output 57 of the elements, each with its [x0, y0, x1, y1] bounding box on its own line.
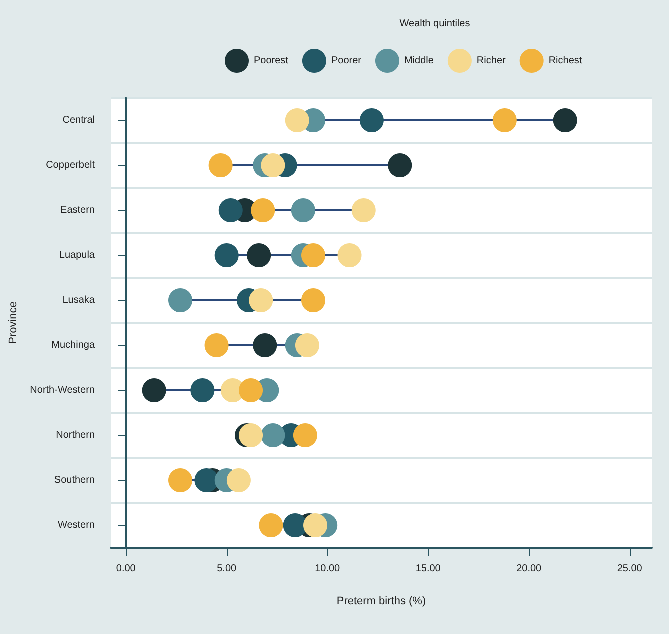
point — [142, 378, 166, 402]
y-tick-label: Western — [58, 520, 95, 531]
y-tick-label: Copperbelt — [46, 160, 96, 171]
point — [338, 244, 362, 268]
point — [249, 288, 274, 312]
legend-label: Poorest — [254, 56, 289, 66]
point — [226, 468, 251, 492]
point — [239, 378, 264, 402]
point — [302, 244, 326, 268]
y-tick-label: Lusaka — [62, 295, 96, 306]
x-axis-title: Preterm births (%) — [336, 596, 426, 608]
x-tick-label: 10.00 — [315, 564, 341, 574]
y-tick-label: Southern — [54, 475, 95, 486]
point — [190, 378, 215, 402]
legend-label: Middle — [404, 56, 434, 66]
legend-title: Wealth quintiles — [400, 18, 470, 30]
y-tick-label: Central — [62, 115, 95, 126]
x-tick-label: 0.00 — [116, 564, 136, 574]
point — [492, 108, 517, 132]
point — [214, 244, 239, 268]
point — [208, 154, 233, 178]
point — [291, 198, 316, 222]
point — [293, 424, 318, 448]
y-tick-label: Muchinga — [52, 340, 96, 351]
y-tick-label: North-Western — [30, 385, 95, 396]
y-tick-label: Northern — [56, 430, 95, 441]
x-tick-label: 25.00 — [617, 564, 643, 574]
point — [168, 468, 193, 492]
point — [553, 108, 578, 132]
x-tick-label: 15.00 — [416, 564, 442, 574]
legend-label: Richer — [476, 56, 506, 66]
point — [259, 514, 284, 538]
point — [218, 198, 243, 222]
point — [253, 334, 278, 358]
x-tick-label: 20.00 — [516, 564, 542, 574]
point — [204, 334, 229, 358]
point — [251, 198, 276, 222]
x-tick-label: 5.00 — [217, 564, 238, 574]
y-axis-title: Province — [8, 302, 20, 344]
point — [295, 334, 320, 358]
point — [304, 514, 328, 538]
y-tick-label: Eastern — [60, 205, 95, 216]
point — [247, 244, 272, 268]
y-tick-label: Luapula — [59, 250, 96, 261]
point — [194, 468, 219, 492]
point — [352, 198, 376, 222]
point — [261, 154, 286, 178]
point — [168, 288, 193, 312]
point — [302, 288, 326, 312]
point — [239, 424, 264, 448]
point — [285, 108, 310, 132]
legend-label: Poorer — [331, 56, 362, 66]
point — [360, 108, 384, 132]
point — [261, 424, 286, 448]
legend-label: Richest — [548, 56, 582, 66]
point — [283, 514, 308, 538]
point — [388, 154, 412, 178]
